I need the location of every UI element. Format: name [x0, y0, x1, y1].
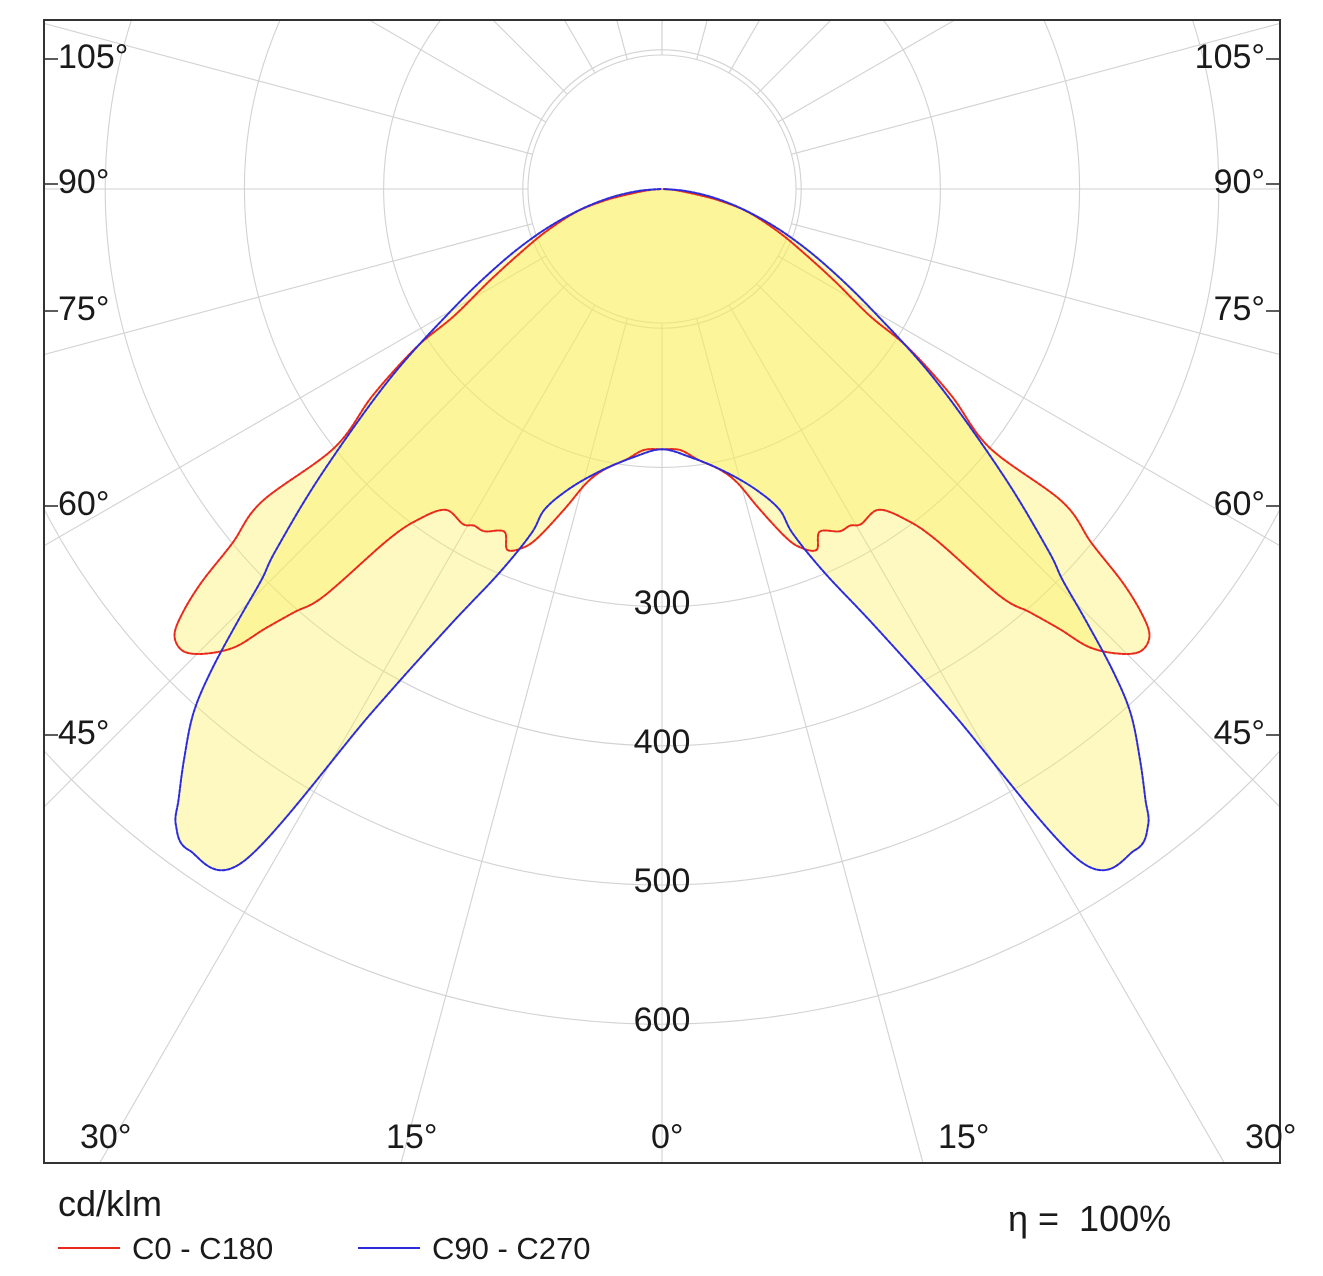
svg-text:15°: 15°: [938, 1118, 989, 1156]
svg-text:45°: 45°: [1214, 714, 1265, 752]
svg-text:75°: 75°: [58, 290, 109, 328]
svg-text:105°: 105°: [1195, 38, 1265, 76]
svg-text:75°: 75°: [1214, 290, 1265, 328]
svg-text:0°: 0°: [651, 1118, 684, 1156]
svg-text:105°: 105°: [58, 38, 128, 76]
svg-text:60°: 60°: [58, 485, 109, 523]
svg-text:90°: 90°: [58, 163, 109, 201]
svg-text:300: 300: [634, 584, 691, 622]
svg-text:60°: 60°: [1214, 485, 1265, 523]
svg-text:45°: 45°: [58, 714, 109, 752]
svg-text:15°: 15°: [386, 1118, 437, 1156]
svg-text:90°: 90°: [1214, 163, 1265, 201]
svg-text:500: 500: [634, 862, 691, 900]
svg-text:30°: 30°: [80, 1118, 131, 1156]
svg-text:400: 400: [634, 723, 691, 761]
svg-text:30°: 30°: [1245, 1118, 1296, 1156]
svg-text:600: 600: [634, 1001, 691, 1039]
